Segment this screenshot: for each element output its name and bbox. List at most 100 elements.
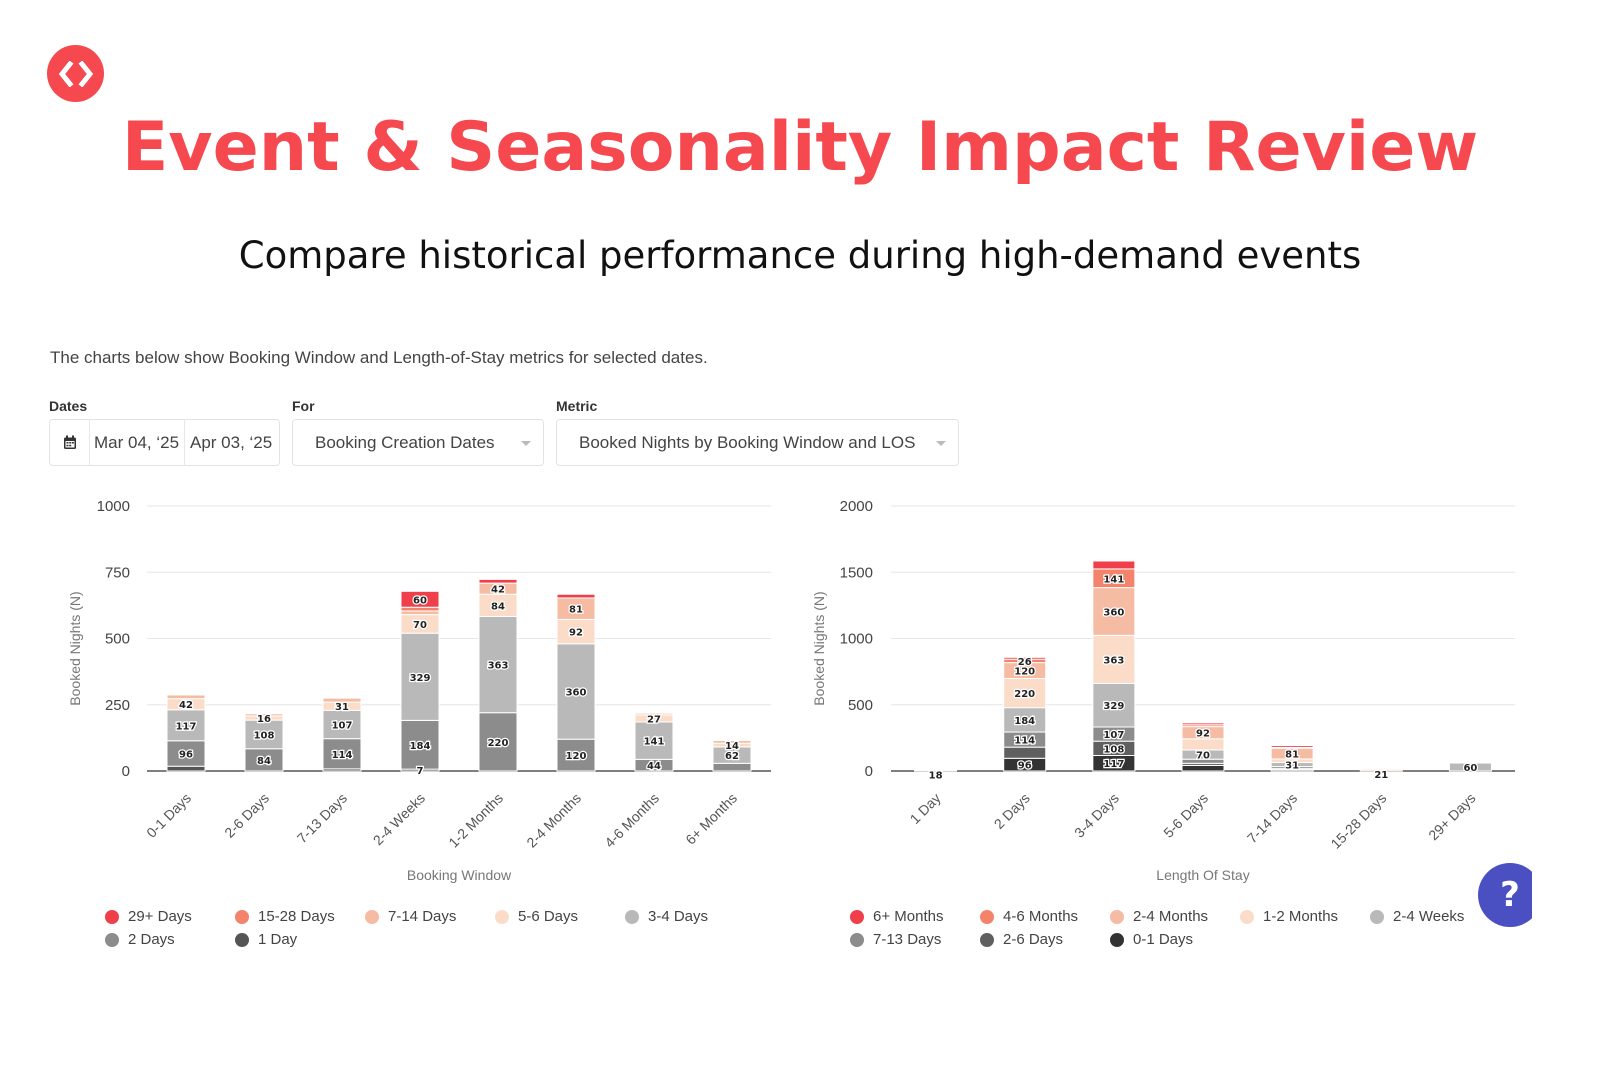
bar-segment[interactable]: [244, 713, 284, 717]
page-title: Event & Seasonality Impact Review: [121, 108, 1479, 187]
data-label: 96: [179, 750, 193, 761]
bar-segment[interactable]: [166, 740, 206, 767]
bar-segment[interactable]: [400, 719, 440, 770]
bar-segment[interactable]: [1092, 682, 1136, 728]
date-range-picker[interactable]: Mar 04, ‘25 Apr 03, ‘25: [49, 419, 280, 466]
legend-item[interactable]: 2 Days: [105, 931, 175, 948]
bar-segment[interactable]: [400, 606, 440, 612]
legend-swatch: [1240, 909, 1254, 924]
bar-segment[interactable]: [1448, 762, 1492, 772]
y-tick-label: 500: [848, 697, 873, 714]
data-label: 81: [569, 605, 583, 616]
y-tick-label: 0: [122, 763, 130, 780]
y-tick-label: 0: [865, 763, 873, 780]
bar-segment[interactable]: [1003, 656, 1047, 660]
x-tick-label: 1-2 Months: [445, 790, 506, 851]
legend-item[interactable]: 7-13 Days: [850, 931, 941, 948]
bar-segment[interactable]: [556, 618, 596, 645]
bar-segment[interactable]: [556, 593, 596, 599]
dates-label: Dates: [49, 398, 88, 414]
data-label: 108: [254, 730, 275, 741]
data-label: 184: [410, 741, 431, 752]
legend-item[interactable]: 5-6 Days: [495, 908, 578, 925]
legend-label: 1-2 Months: [1263, 908, 1339, 925]
bar-segment[interactable]: [1092, 560, 1136, 570]
bar-segment[interactable]: [712, 762, 752, 772]
bar-segment[interactable]: [1181, 738, 1225, 751]
bar-segment[interactable]: [1003, 746, 1047, 759]
question-icon: ?: [1500, 875, 1520, 915]
legend-item[interactable]: 1-2 Months: [1240, 908, 1338, 925]
bar-segment[interactable]: [322, 697, 362, 703]
x-tick-label: 2-6 Days: [221, 790, 272, 841]
data-label: 21: [1374, 770, 1388, 781]
legend-swatch: [980, 932, 994, 947]
metric-label: Metric: [556, 398, 598, 414]
data-label: 62: [725, 751, 739, 762]
legend-item[interactable]: 2-4 Weeks: [1370, 908, 1464, 925]
data-label: 120: [566, 751, 587, 762]
bar-segment[interactable]: [1359, 767, 1403, 770]
legend-swatch: [105, 909, 119, 924]
start-date-input[interactable]: Mar 04, ‘25: [90, 420, 185, 465]
end-date-input[interactable]: Apr 03, ‘25: [190, 432, 273, 452]
bar-segment[interactable]: [1003, 707, 1047, 733]
bar-segment[interactable]: [478, 616, 518, 714]
legend-item[interactable]: 2-4 Months: [1110, 908, 1208, 925]
legend-item[interactable]: 2-6 Days: [980, 931, 1063, 948]
bar-segment[interactable]: [400, 590, 440, 608]
bar-segment[interactable]: [478, 578, 518, 584]
length-of-stay-chart: 0 500 1000 1500 2000 Booked Nights (N) Length …: [811, 498, 1515, 883]
bar-segment[interactable]: [634, 712, 674, 716]
bar-segment[interactable]: [1181, 722, 1225, 726]
legend-item[interactable]: 1 Day: [235, 931, 297, 948]
bar-segment[interactable]: [1181, 764, 1225, 772]
legend-item[interactable]: 0-1 Days: [1110, 931, 1193, 948]
bar-segment[interactable]: [244, 719, 284, 750]
calendar-button[interactable]: [50, 420, 90, 465]
legend-label: 4-6 Months: [1003, 908, 1079, 925]
legend-item[interactable]: 3-4 Days: [625, 908, 708, 925]
data-label: 107: [332, 720, 353, 731]
bar-segment[interactable]: [322, 709, 362, 740]
bar-segment[interactable]: [914, 768, 958, 771]
help-button[interactable]: ?: [1478, 863, 1542, 927]
for-select[interactable]: Booking Creation Dates: [292, 419, 544, 466]
bar-segment[interactable]: [1092, 634, 1136, 684]
legend-swatch: [1110, 909, 1124, 924]
bar-segment[interactable]: [1003, 678, 1047, 709]
x-tick-label: 3-4 Days: [1071, 790, 1122, 841]
data-label: 108: [1103, 744, 1124, 755]
legend-item[interactable]: 6+ Months: [850, 908, 943, 925]
data-label: 18: [929, 771, 943, 782]
bar-segment[interactable]: [400, 632, 440, 721]
y-axis-title: Booked Nights (N): [811, 591, 827, 705]
metric-select-value: Booked Nights by Booking Window and LOS: [579, 432, 916, 452]
bar-segment[interactable]: [166, 765, 206, 772]
bar-segment[interactable]: [712, 740, 752, 744]
bar-segment[interactable]: [556, 738, 596, 772]
metric-select[interactable]: Booked Nights by Booking Window and LOS: [556, 419, 959, 466]
data-label: 60: [1463, 763, 1477, 774]
bar-segment[interactable]: [1092, 587, 1136, 636]
bar-segment[interactable]: [1270, 745, 1314, 748]
bar-segment[interactable]: [556, 643, 596, 740]
legend-item[interactable]: 29+ Days: [105, 908, 192, 925]
data-label: 27: [647, 714, 661, 725]
legend-item[interactable]: 4-6 Months: [980, 908, 1078, 925]
y-tick-label: 1000: [97, 498, 130, 515]
legend-item[interactable]: 7-14 Days: [365, 908, 456, 925]
bar-segment[interactable]: [400, 610, 440, 616]
data-label: 114: [1014, 736, 1035, 747]
y-axis-title: Booked Nights (N): [67, 591, 83, 705]
chevron-down-icon: [521, 441, 531, 446]
data-label: 60: [413, 595, 427, 606]
x-axis-title: Booking Window: [407, 867, 512, 883]
data-label: 42: [491, 585, 505, 596]
data-label: 329: [1103, 701, 1124, 712]
bar-segment[interactable]: [166, 694, 206, 700]
legend-item[interactable]: 15-28 Days: [235, 908, 335, 925]
data-label: 92: [569, 628, 583, 639]
data-label: 44: [647, 761, 661, 772]
